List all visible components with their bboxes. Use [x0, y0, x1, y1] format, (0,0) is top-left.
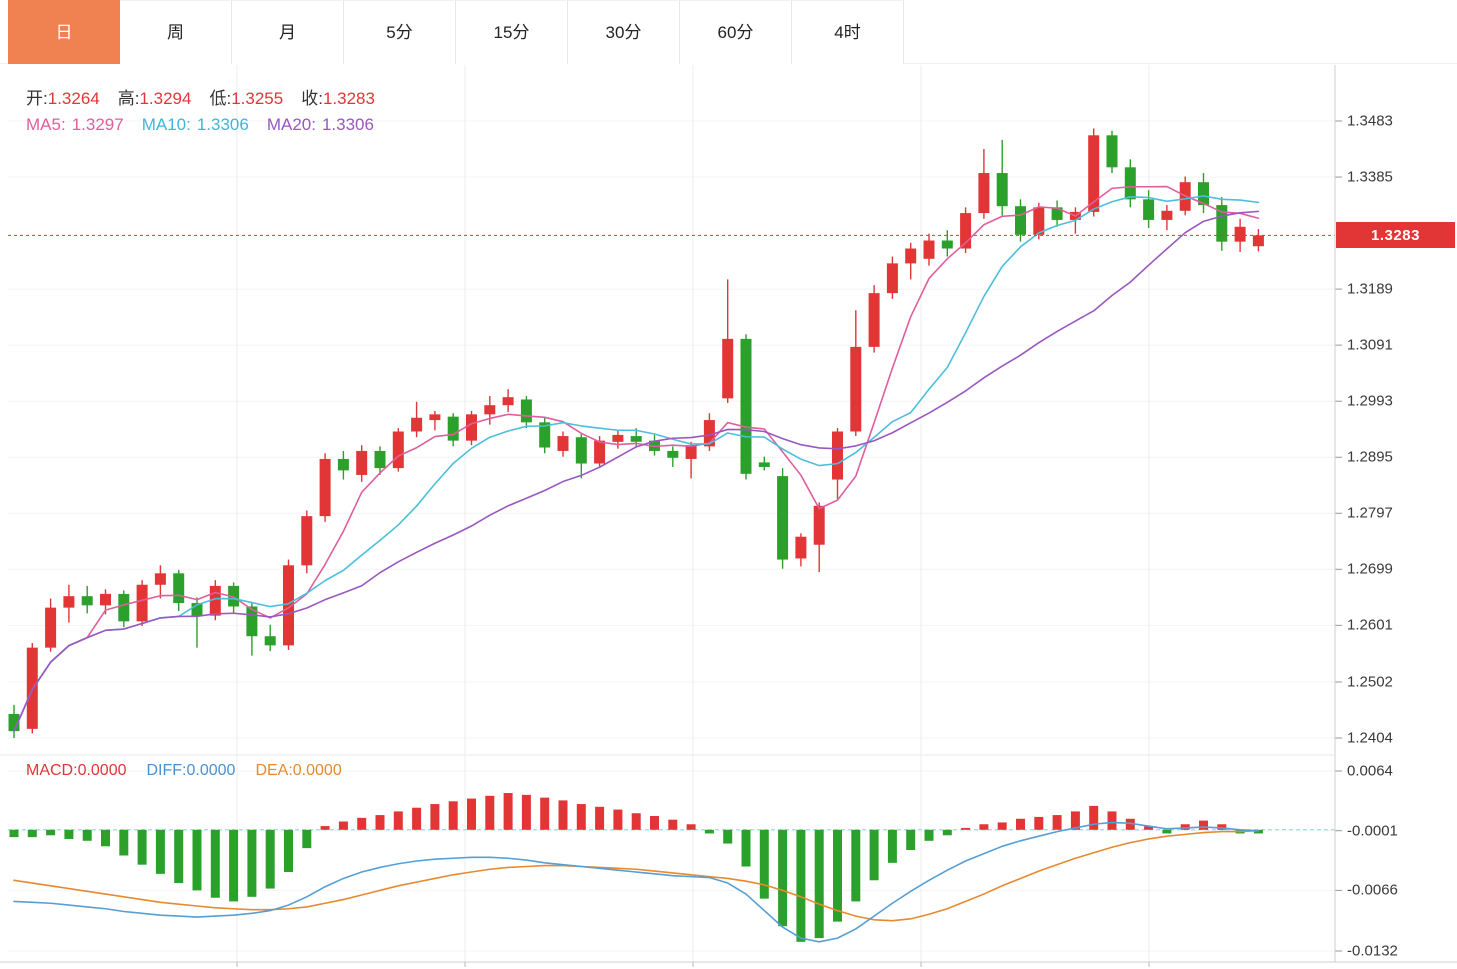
macd-axis-label: -0.0001: [1347, 822, 1398, 840]
ma5-value: 1.3297: [71, 115, 124, 134]
high-value: 1.3294: [139, 89, 192, 108]
price-axis-label: 1.3091: [1347, 336, 1393, 354]
price-axis-label: 1.3385: [1347, 168, 1393, 186]
ma10-value: 1.3306: [196, 115, 249, 134]
macd-legend: MACD:0.0000 DIFF:0.0000 DEA:0.0000: [26, 762, 362, 780]
tab-30min[interactable]: 30分: [568, 0, 680, 64]
price-axis-label: 1.3483: [1347, 112, 1393, 130]
dea-label: DEA:: [255, 762, 293, 779]
ohlc-legend: 开:1.3264 高:1.3294 低:1.3255 收:1.3283: [26, 84, 393, 109]
low-value: 1.3255: [231, 89, 284, 108]
ma20-label: MA20:: [266, 115, 316, 134]
tab-4hour[interactable]: 4时: [792, 0, 904, 64]
ma5-label: MA5:: [26, 115, 66, 134]
dea-value: 0.0000: [292, 762, 342, 779]
macd-axis-label: -0.0132: [1347, 942, 1398, 960]
price-axis-label: 1.2699: [1347, 560, 1393, 578]
tab-day[interactable]: 日: [8, 0, 120, 64]
macd-axis-label: -0.0066: [1347, 881, 1398, 899]
price-axis-label: 1.2797: [1347, 504, 1393, 522]
price-axis-label: 1.3189: [1347, 280, 1393, 298]
tab-5min[interactable]: 5分: [344, 0, 456, 64]
high-label: 高:: [117, 89, 140, 108]
price-axis-label: 1.2601: [1347, 616, 1393, 634]
close-value: 1.3283: [322, 89, 375, 108]
tab-week[interactable]: 周: [120, 0, 232, 64]
open-value: 1.3264: [47, 89, 100, 108]
open-label: 开:: [26, 89, 48, 108]
price-axis-label: 1.2993: [1347, 392, 1393, 410]
tab-15min[interactable]: 15分: [456, 0, 568, 64]
tab-month[interactable]: 月: [232, 0, 344, 64]
ma20-value: 1.3306: [321, 115, 374, 134]
price-axis-label: 1.2895: [1347, 448, 1393, 466]
macd-label: MACD:: [26, 762, 78, 779]
price-axis-label: 1.2502: [1347, 673, 1393, 691]
ma-legend: MA5: 1.3297 MA10: 1.3306 MA20: 1.3306: [26, 115, 392, 135]
macd-value: 0.0000: [77, 762, 127, 779]
timeframe-tabbar: 日 周 月 5分 15分 30分 60分 4时: [0, 0, 1457, 64]
current-price-tag: 1.3283: [1336, 222, 1455, 249]
tab-60min[interactable]: 60分: [680, 0, 792, 64]
ma10-label: MA10:: [141, 115, 191, 134]
diff-value: 0.0000: [186, 762, 236, 779]
macd-axis-label: 0.0064: [1347, 762, 1393, 780]
price-axis-label: 1.2404: [1347, 729, 1393, 747]
close-label: 收:: [301, 89, 323, 108]
low-label: 低:: [209, 89, 232, 108]
diff-label: DIFF:: [146, 762, 187, 779]
